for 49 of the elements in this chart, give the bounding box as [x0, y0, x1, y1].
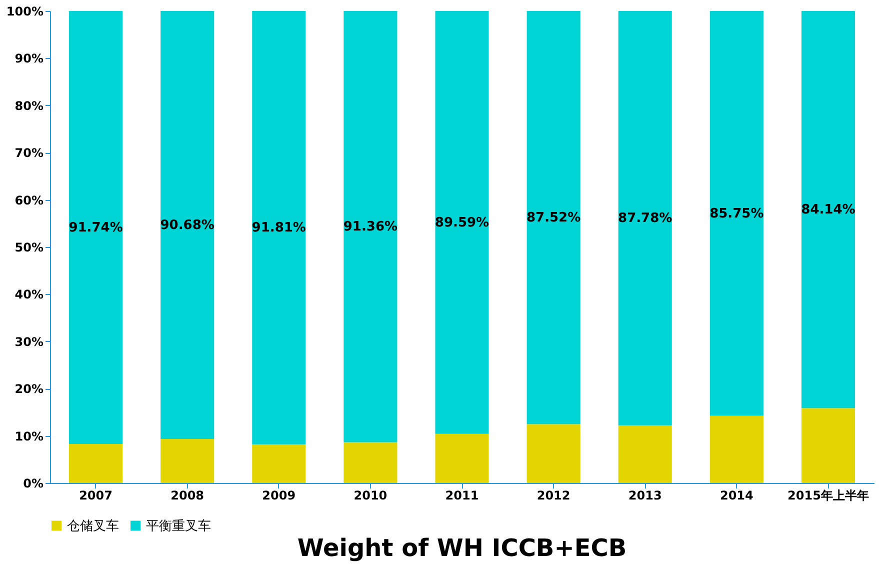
bar [344, 442, 398, 483]
data-label: 87.78% [618, 211, 672, 226]
y-tick-label: 30% [14, 334, 44, 349]
data-label: 90.68% [160, 218, 214, 234]
bar [160, 439, 214, 483]
bar [435, 434, 489, 483]
x-tick-label: 2008 [170, 488, 204, 502]
bar [710, 416, 764, 483]
bar [252, 444, 306, 483]
x-tick-label: 2014 [720, 488, 754, 502]
legend-label: 平衡重叉车 [146, 518, 211, 534]
x-tick-label: 2012 [536, 488, 570, 502]
x-tick-label: 2007 [79, 488, 112, 502]
data-label: 89.59% [434, 215, 490, 230]
y-tick-label: 70% [14, 146, 44, 160]
x-tick-label: 2015年上半年 [788, 488, 869, 502]
legend-label: 仓储叉车 [67, 518, 119, 534]
bar [710, 11, 764, 416]
data-label: 87.52% [526, 210, 581, 226]
text: Weight of WH ICCB+ECB [297, 534, 627, 562]
y-tick-label: 50% [14, 240, 44, 254]
bar [252, 11, 306, 444]
x-tick-label: 2013 [628, 488, 662, 502]
x-tick-label: 2011 [445, 488, 479, 502]
bar [526, 424, 580, 483]
bar [526, 11, 580, 424]
y-tick-label: 20% [14, 382, 44, 396]
y-tick-label: 100% [6, 4, 44, 18]
y-tick-label: 90% [14, 52, 44, 66]
y-tick-label: 40% [14, 288, 44, 302]
data-label: 84.14% [801, 202, 856, 218]
data-label: 91.81% [252, 220, 306, 236]
y-tick-label: 10% [14, 429, 44, 444]
bar [69, 11, 123, 444]
y-tick-label: 60% [14, 193, 44, 208]
bar [801, 408, 855, 483]
bar [69, 444, 123, 483]
y-tick-label: 0% [23, 476, 44, 490]
bar [435, 11, 489, 434]
bar [618, 11, 672, 426]
x-tick-label: 2010 [354, 488, 388, 502]
data-label: 85.75% [710, 206, 764, 222]
bar [344, 11, 398, 442]
bar [160, 11, 214, 440]
y-tick-label: 80% [14, 98, 44, 113]
data-label: 91.74% [68, 220, 123, 236]
x-tick-label: 2009 [262, 488, 296, 502]
bar [801, 11, 855, 408]
bar [618, 425, 672, 483]
